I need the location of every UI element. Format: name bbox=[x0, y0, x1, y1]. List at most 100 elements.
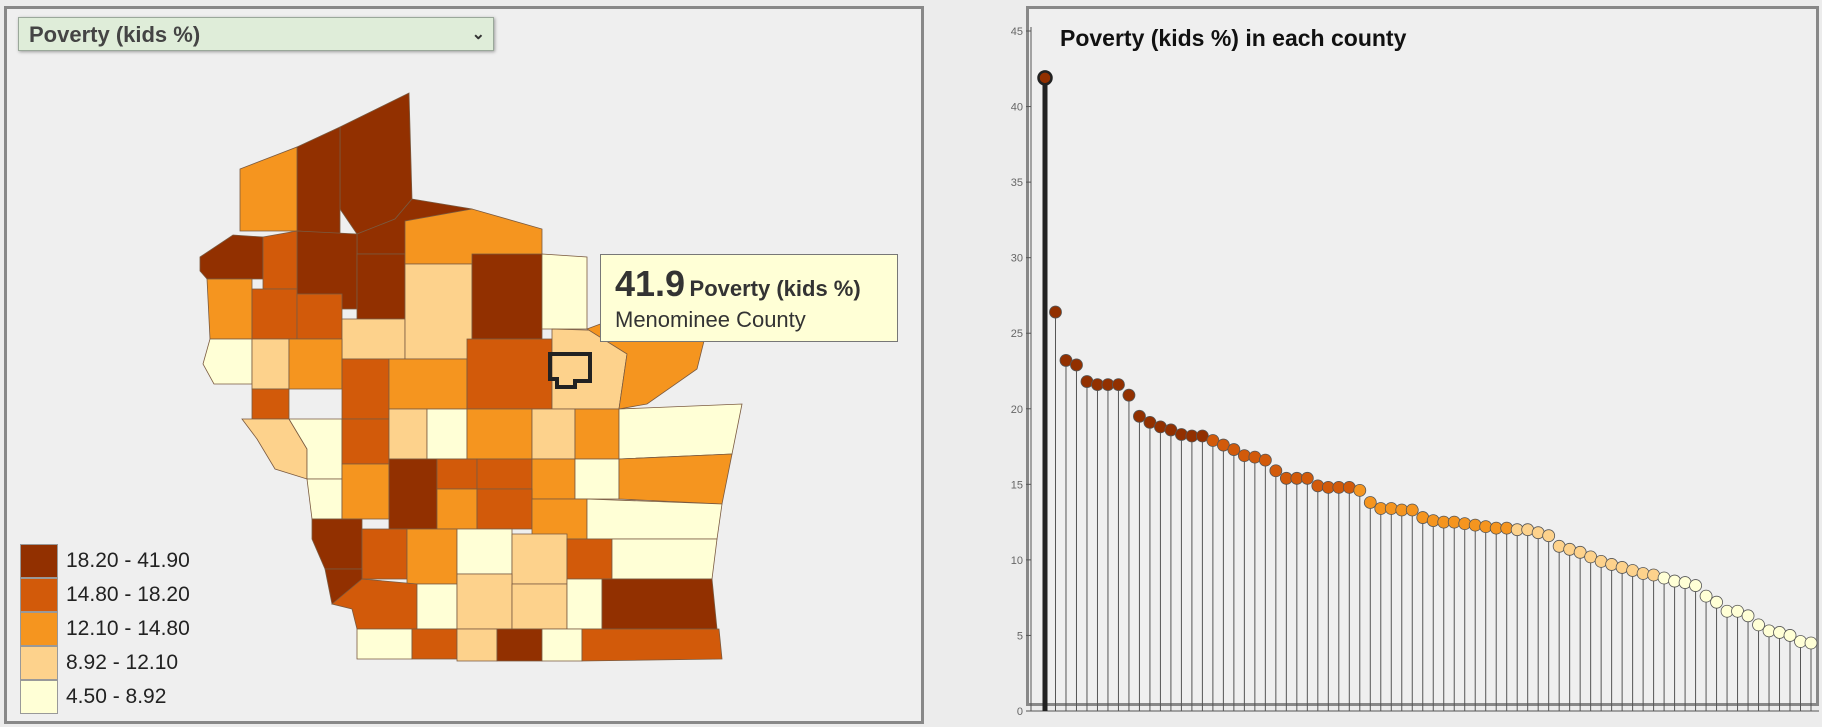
lollipop-dot bbox=[1112, 378, 1125, 392]
county-region[interactable] bbox=[311, 518, 363, 570]
lollipop-dot bbox=[1647, 568, 1661, 582]
tooltip-label: Poverty (kids %) bbox=[689, 276, 861, 301]
county-region[interactable] bbox=[581, 628, 723, 662]
county-region[interactable] bbox=[388, 458, 438, 530]
lollipop-dot bbox=[1248, 450, 1262, 464]
county-region[interactable] bbox=[251, 388, 290, 420]
county-region[interactable] bbox=[541, 628, 583, 662]
lollipop-dot bbox=[1468, 518, 1482, 532]
chart-title: Poverty (kids %) in each county bbox=[1060, 25, 1407, 51]
county-region[interactable] bbox=[471, 253, 543, 340]
tooltip-value: 41.9 bbox=[615, 263, 686, 304]
county-region[interactable] bbox=[531, 408, 576, 460]
county-region[interactable] bbox=[456, 628, 498, 662]
county-region[interactable] bbox=[288, 338, 343, 390]
county-region[interactable] bbox=[296, 293, 343, 340]
lollipop-dot bbox=[1133, 409, 1146, 423]
county-region[interactable] bbox=[566, 538, 613, 580]
lollipop-dot bbox=[1227, 443, 1241, 456]
county-region[interactable] bbox=[251, 338, 290, 390]
county-region[interactable] bbox=[586, 498, 723, 540]
legend-swatch bbox=[20, 646, 58, 680]
county-region[interactable] bbox=[574, 408, 620, 460]
county-region[interactable] bbox=[341, 318, 406, 360]
lollipop-dot bbox=[1154, 420, 1167, 434]
county-region[interactable] bbox=[574, 458, 620, 500]
county-region[interactable] bbox=[296, 126, 341, 235]
lollipop-dot bbox=[1594, 555, 1608, 568]
lollipop-dot bbox=[1689, 579, 1702, 592]
county-region[interactable] bbox=[356, 628, 413, 660]
county-region[interactable] bbox=[388, 408, 428, 460]
county-region[interactable] bbox=[618, 403, 743, 460]
county-region[interactable] bbox=[251, 288, 298, 340]
y-tick-label: 40 bbox=[1011, 102, 1023, 114]
lollipop-dot bbox=[1384, 502, 1398, 515]
county-region[interactable] bbox=[456, 573, 513, 630]
lollipop-dot bbox=[1458, 517, 1472, 531]
county-region[interactable] bbox=[476, 458, 533, 490]
county-region[interactable] bbox=[531, 498, 588, 540]
county-region[interactable] bbox=[341, 463, 390, 520]
county-region[interactable] bbox=[611, 538, 718, 580]
lollipop-dot bbox=[1447, 515, 1461, 529]
lollipop-dot bbox=[1342, 480, 1356, 494]
county-region[interactable] bbox=[356, 253, 406, 320]
county-region[interactable] bbox=[601, 578, 718, 630]
county-map[interactable] bbox=[7, 9, 921, 721]
y-tick-label: 25 bbox=[1011, 328, 1023, 340]
county-region[interactable] bbox=[411, 628, 458, 660]
county-region[interactable] bbox=[541, 253, 588, 330]
lollipop-dot bbox=[1552, 539, 1566, 553]
county-region[interactable] bbox=[531, 458, 576, 500]
county-region[interactable] bbox=[436, 488, 478, 530]
lollipop-chart-panel: 0 5 10 15 20 25 30 35 40 45 Poverty (kids %) in e… bbox=[1011, 6, 1819, 718]
legend-label: 18.20 - 41.90 bbox=[66, 549, 190, 572]
county-region[interactable] bbox=[406, 528, 458, 585]
county-region[interactable] bbox=[476, 488, 533, 530]
county-region[interactable] bbox=[566, 578, 603, 630]
lollipop-dot bbox=[1563, 542, 1577, 556]
chevron-down-icon: ⌄ bbox=[471, 26, 485, 43]
county-region[interactable] bbox=[239, 146, 298, 232]
y-tick-label: 45 bbox=[1011, 26, 1023, 38]
legend-item: 14.80 - 18.20 bbox=[20, 578, 190, 612]
legend-label: 12.10 - 14.80 bbox=[66, 617, 190, 640]
variable-select-value: Poverty (kids %) bbox=[29, 22, 201, 47]
county-region[interactable] bbox=[206, 278, 253, 340]
county-region[interactable] bbox=[426, 408, 468, 460]
county-region[interactable] bbox=[202, 338, 253, 385]
county-region[interactable] bbox=[262, 230, 298, 290]
legend-label: 8.92 - 12.10 bbox=[66, 651, 179, 674]
county-region[interactable] bbox=[306, 478, 343, 520]
county-region[interactable] bbox=[416, 583, 458, 630]
county-region[interactable] bbox=[388, 358, 468, 410]
lollipop-dot bbox=[1752, 618, 1765, 632]
county-region[interactable] bbox=[618, 453, 733, 505]
county-region[interactable] bbox=[361, 528, 408, 580]
county-region[interactable] bbox=[456, 528, 513, 575]
lollipop-dot bbox=[1542, 529, 1556, 543]
lollipop-dot bbox=[1773, 626, 1786, 639]
county-region[interactable] bbox=[466, 338, 553, 410]
county-region[interactable] bbox=[341, 358, 390, 420]
lollipop-dot bbox=[1049, 305, 1062, 319]
county-region[interactable] bbox=[511, 583, 568, 630]
legend-swatch bbox=[20, 680, 58, 714]
county-region[interactable] bbox=[466, 408, 533, 460]
lollipop-dot bbox=[1500, 521, 1514, 535]
lollipop-dot bbox=[1521, 523, 1535, 537]
county-region[interactable] bbox=[496, 628, 543, 662]
county-region[interactable] bbox=[199, 234, 264, 280]
highlighted-county-outline[interactable] bbox=[548, 352, 592, 389]
county-region[interactable] bbox=[341, 418, 390, 465]
lollipop-dot bbox=[1258, 453, 1272, 467]
county-region[interactable] bbox=[404, 263, 473, 360]
y-tick-label: 20 bbox=[1011, 404, 1023, 416]
lollipop-dot bbox=[1710, 595, 1723, 609]
county-region[interactable] bbox=[511, 533, 568, 585]
y-tick-label: 15 bbox=[1011, 479, 1023, 491]
tooltip-county: Menominee County bbox=[615, 307, 806, 332]
variable-select[interactable]: Poverty (kids %) ⌄ bbox=[18, 17, 494, 51]
county-region[interactable] bbox=[436, 458, 478, 490]
